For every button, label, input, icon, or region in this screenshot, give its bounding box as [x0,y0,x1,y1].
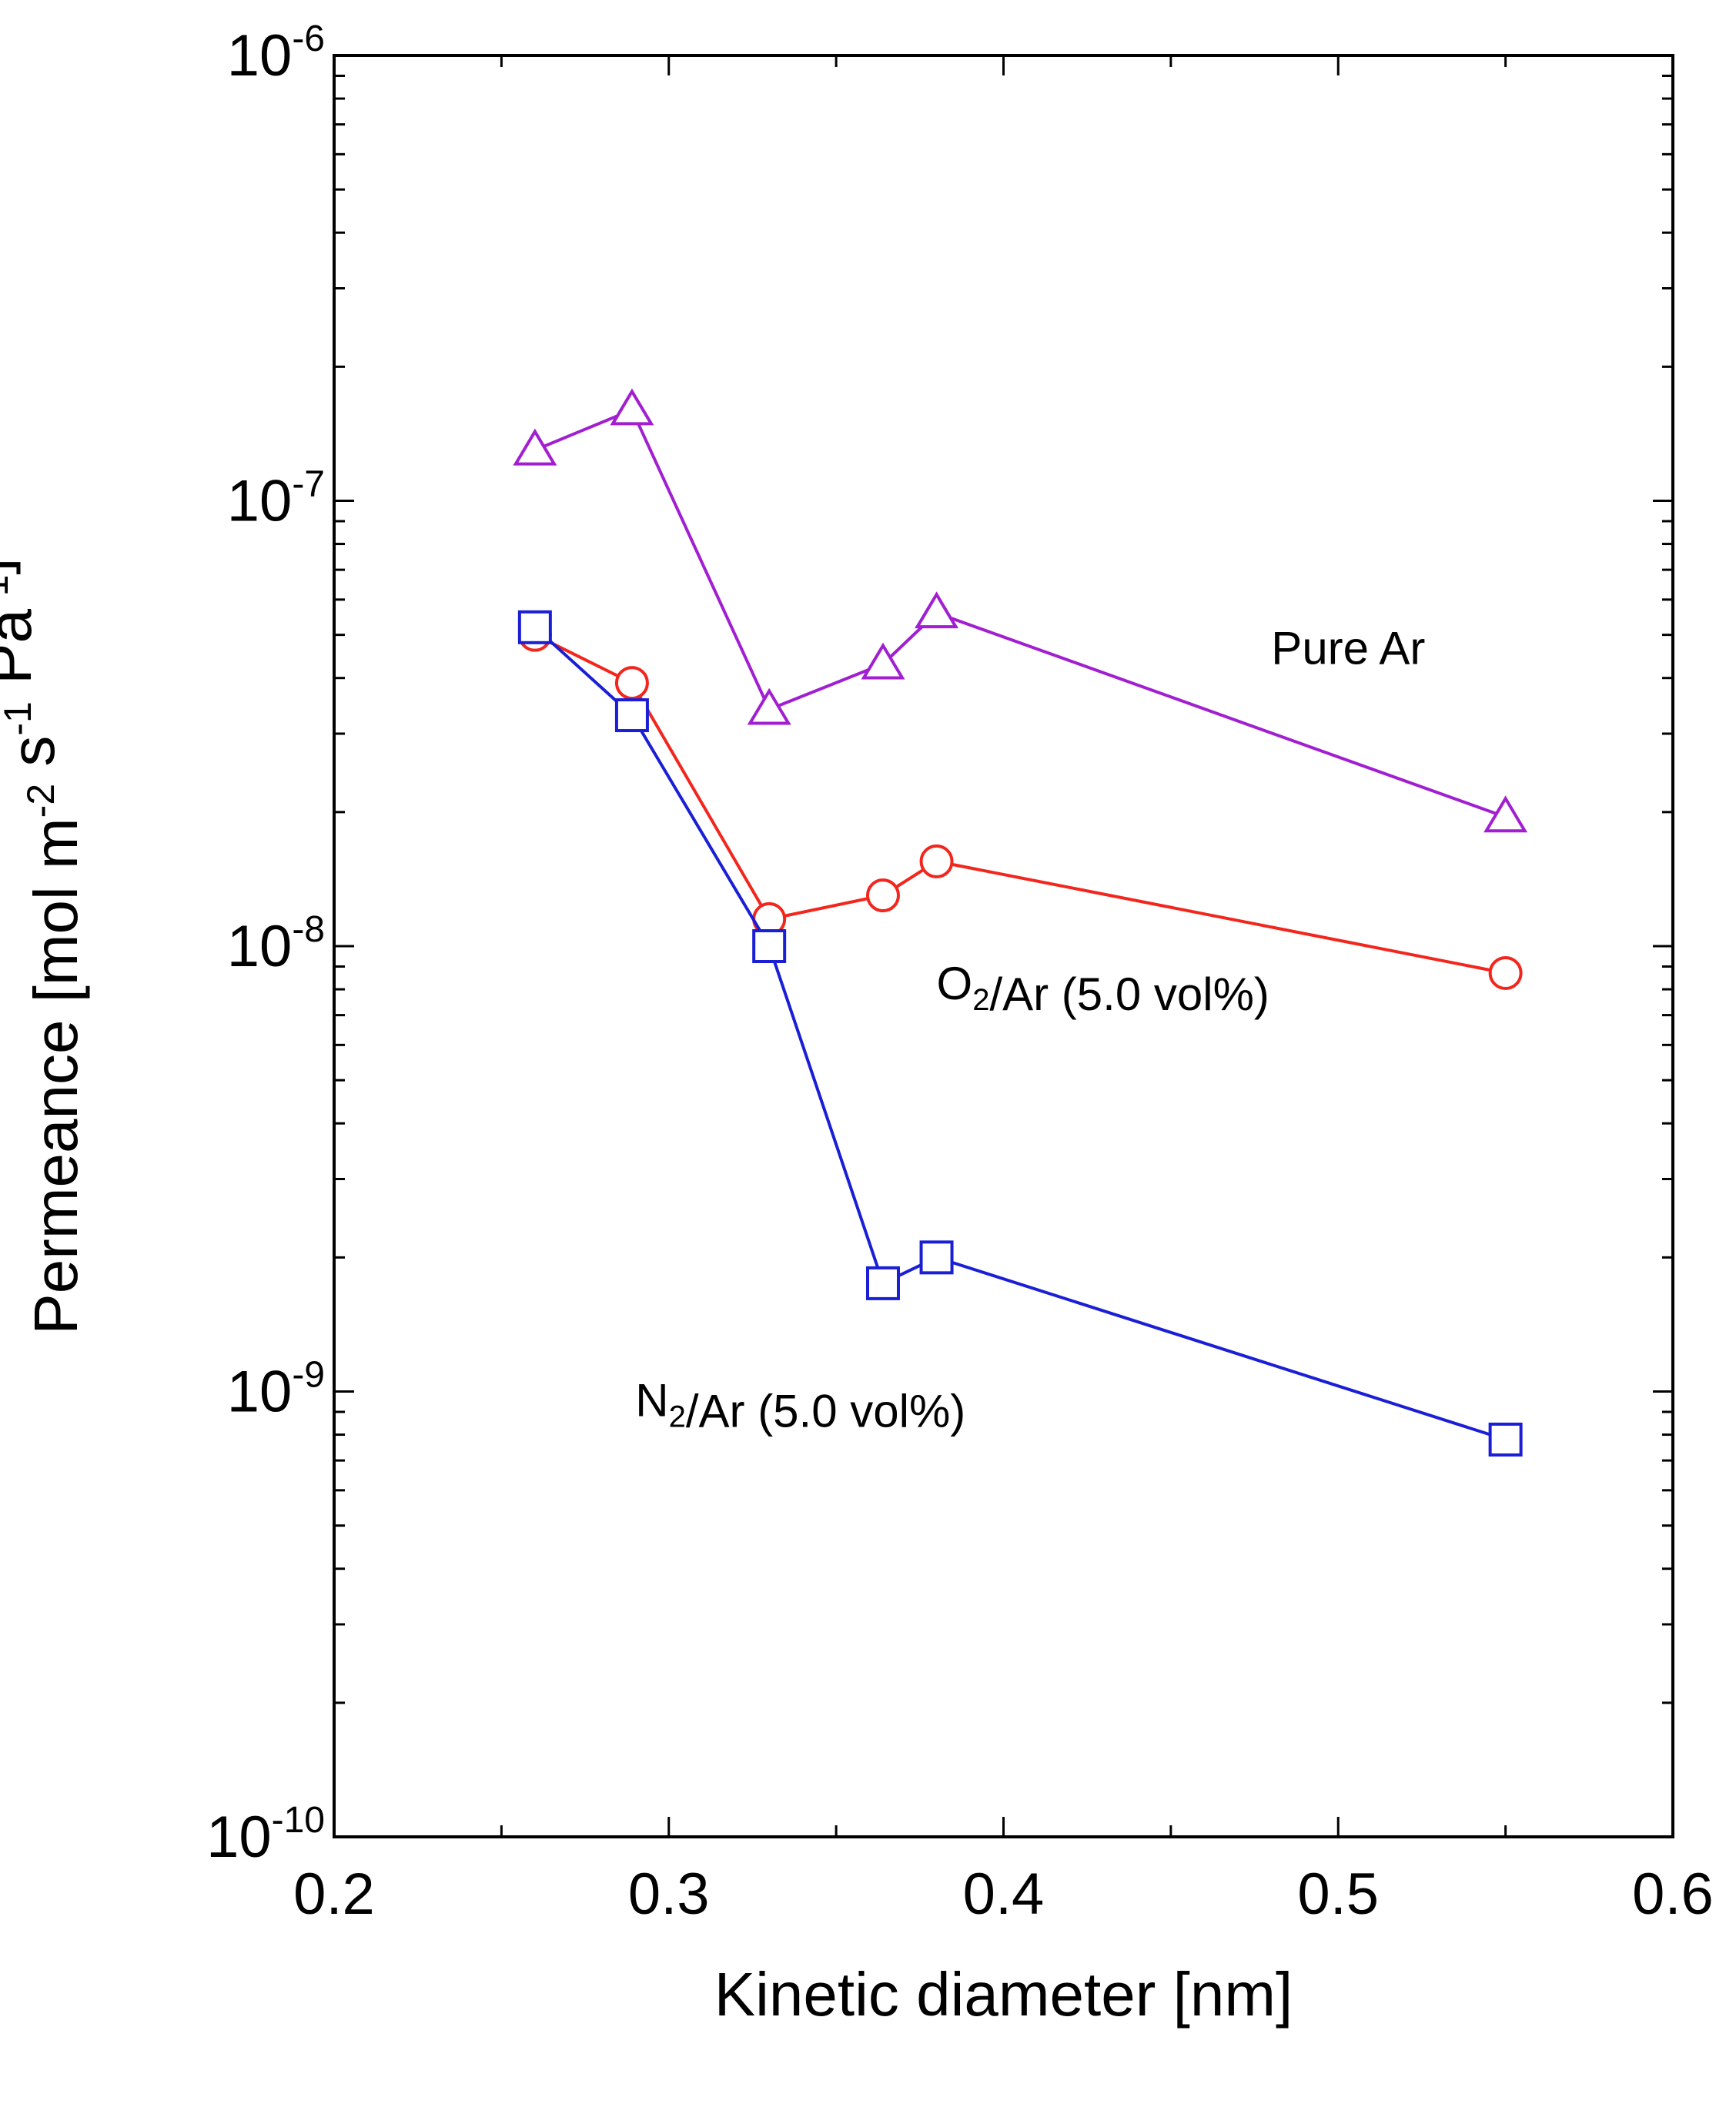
data-point-square [614,698,649,733]
series-label: O2/Ar (5.0 vol%) [937,958,1269,1020]
series-line [534,633,1506,975]
series-square [517,610,1523,1457]
data-point-triangle [1483,795,1528,833]
y-axis-title-superscript: -2 [19,784,62,818]
y-tick-exponent: -10 [272,1800,325,1841]
y-axis-title-text: Pa [0,609,44,702]
data-point-square [919,1240,954,1275]
x-tick-label: 0.4 [963,1861,1045,1927]
y-axis-title-superscript: -1 [0,701,39,735]
data-point-circle [614,666,649,701]
data-point-square [517,610,552,644]
y-axis-title-superscript: -1 [0,575,16,609]
series-label-subscript: 2 [669,1400,686,1434]
data-point-triangle [747,687,791,725]
data-point-square [752,929,787,963]
y-tick-exponent: -6 [292,18,325,59]
x-tick-label: 0.6 [1632,1861,1714,1927]
x-tick-label: 0.2 [293,1861,375,1927]
data-point-triangle [513,428,557,466]
y-axis-title-text: Permeance [mol m [22,818,90,1334]
x-tick-label: 0.5 [1297,1861,1379,1927]
data-point-square [1488,1422,1523,1457]
series-label-text: /Ar (5.0 vol%) [686,1386,965,1437]
x-axis-title: Kinetic diameter [nm] [714,1960,1293,2029]
series-label: Pure Ar [1271,623,1425,674]
x-tick-label: 0.3 [628,1861,710,1927]
series-label: N2/Ar (5.0 vol%) [635,1375,965,1437]
y-axis-title-text: s [0,736,67,784]
y-tick-exponent: -8 [292,909,325,950]
data-point-circle [865,878,900,913]
data-point-circle [919,844,954,878]
y-axis-title: Permeance [mol m-2 s-1 Pa-1] [0,557,90,1334]
data-point-triangle [610,388,654,426]
y-tick-exponent: -9 [292,1355,325,1396]
axis-ticks [333,54,1674,1838]
series-label-text: N [635,1375,668,1427]
y-tick-label: 10-10 [206,1800,325,1870]
y-axis-title-text: ] [0,557,21,574]
y-tick-label: 10-6 [227,18,325,89]
series-label-text: Pure Ar [1271,623,1425,674]
data-point-triangle [915,591,959,629]
series-label-text: /Ar (5.0 vol%) [989,968,1269,1020]
data-series [513,388,1528,1457]
series-triangle [513,388,1528,833]
series-label-subscript: 2 [972,983,989,1017]
data-point-triangle [861,642,905,680]
data-point-square [865,1266,900,1300]
series-label-text: O [937,958,973,1009]
y-tick-exponent: -7 [292,464,325,505]
data-point-circle [1488,955,1523,990]
